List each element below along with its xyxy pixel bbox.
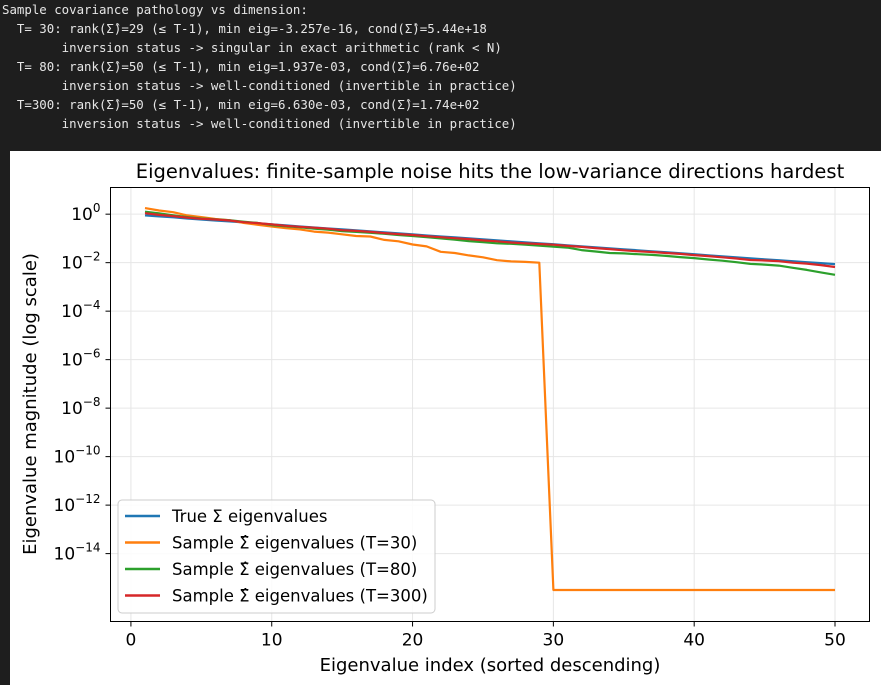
console-line: inversion status -> well-conditioned (in… [2,78,517,93]
x-tick-label: 0 [126,631,137,651]
legend-label: Sample Σ̂ eigenvalues (T=300) [172,587,428,606]
x-axis-label: Eigenvalue index (sorted descending) [320,655,661,676]
eigenvalue-chart: Eigenvalues: finite-sample noise hits th… [20,160,870,676]
console-line: T=300: rank(Σ̂)=50 (≤ T-1), min eig=6.63… [2,97,480,112]
console-line: T= 30: rank(Σ̂)=29 (≤ T-1), min eig=-3.2… [2,21,487,36]
series-line-2 [144,210,836,276]
console-line: inversion status -> well-conditioned (in… [2,116,517,131]
x-tick-label: 20 [402,631,424,651]
y-tick-label: 10−12 [54,492,101,516]
y-tick-label: 10−10 [54,444,101,468]
series-line-3 [144,212,836,269]
console-line: T= 80: rank(Σ̂)=50 (≤ T-1), min eig=1.93… [2,59,480,74]
series-line-1 [144,207,835,592]
y-tick-label: 10−2 [61,250,100,274]
x-tick-label: 30 [543,631,565,651]
y-tick-label: 10−4 [61,298,100,322]
y-tick-label: 10−6 [61,347,100,371]
y-tick-label: 10−8 [61,395,100,419]
legend-label: Sample Σ̂ eigenvalues (T=80) [172,560,417,579]
legend-label: Sample Σ̂ eigenvalues (T=30) [172,534,417,553]
y-tick-label: 10−14 [54,541,101,565]
chart-title: Eigenvalues: finite-sample noise hits th… [136,160,845,183]
x-tick-label: 50 [824,631,846,651]
legend-box [117,499,436,614]
legend-label: True Σ eigenvalues [171,507,327,526]
x-tick-label: 10 [261,631,283,651]
figure: Eigenvalues: finite-sample noise hits th… [10,151,881,685]
x-tick-label: 40 [683,631,705,651]
legend: True Σ eigenvalues Sample Σ̂ eigenvalues … [117,499,436,614]
plot-area-frame [110,187,870,622]
y-tick-label: 100 [71,201,100,225]
console-output: Sample covariance pathology vs dimension… [0,0,881,150]
y-axis-label: Eigenvalue magnitude (log scale) [20,253,41,555]
console-line: inversion status -> singular in exact ar… [2,40,502,55]
console-line: Sample covariance pathology vs dimension… [2,2,308,17]
